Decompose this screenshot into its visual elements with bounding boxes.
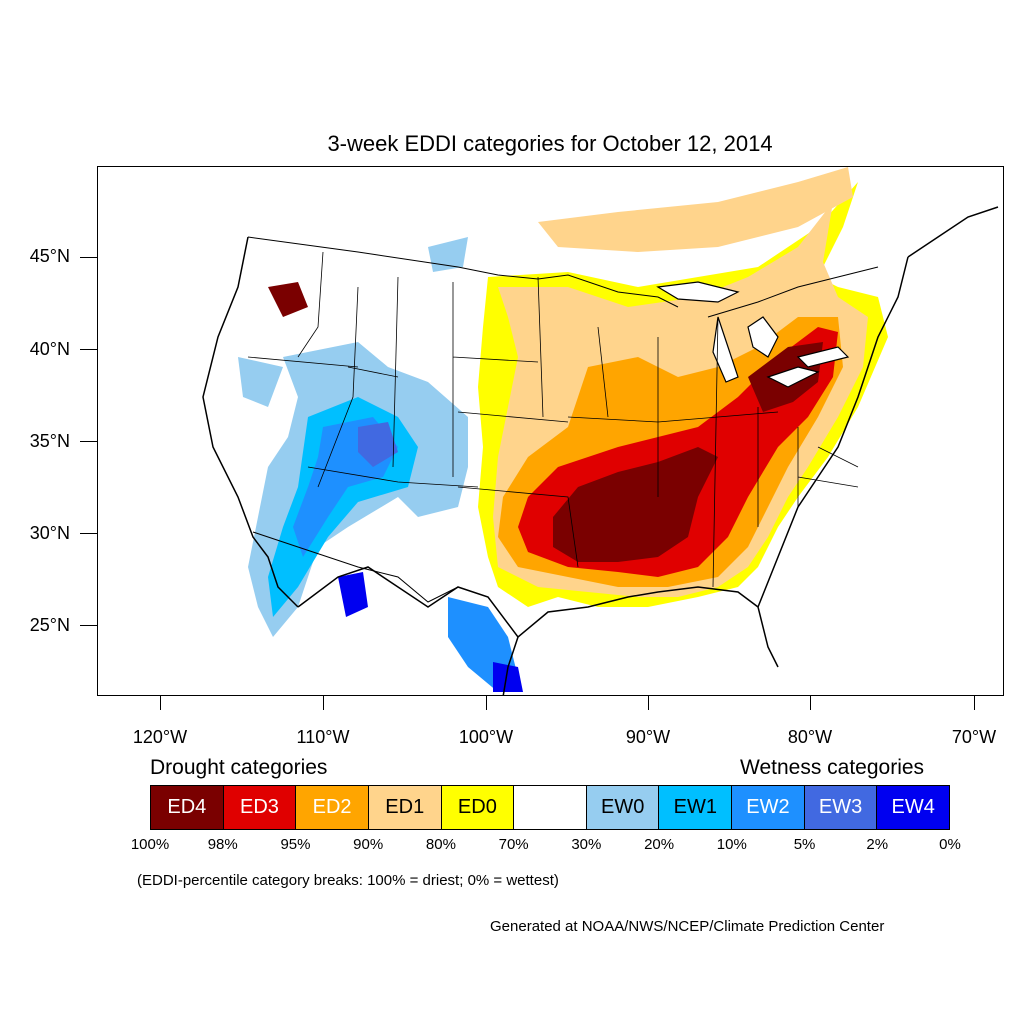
lat-tick xyxy=(80,533,97,534)
legend-break-label: 10% xyxy=(716,836,747,853)
lat-tick xyxy=(80,625,97,626)
legend-break-label: 90% xyxy=(353,836,384,853)
legend-break-label: 20% xyxy=(644,836,675,853)
legend-swatch-ed1: ED1 xyxy=(368,786,442,829)
lon-tick xyxy=(648,696,649,710)
lon-label-100: 100°W xyxy=(458,727,514,747)
lon-label-80: 80°W xyxy=(787,727,833,747)
eddi-map xyxy=(202,167,999,695)
legend-swatch-ed2: ED2 xyxy=(296,786,369,829)
legend-swatch-neutral xyxy=(514,786,587,829)
legend-break-label: 100% xyxy=(130,836,170,853)
wet-region-ew3 xyxy=(358,422,398,467)
legend-swatch-ew4: EW4 xyxy=(877,786,950,829)
lat-label-45: 45°N xyxy=(29,246,70,266)
lat-tick xyxy=(80,441,97,442)
lon-tick xyxy=(810,696,811,710)
legend-break-label: 0% xyxy=(939,836,961,853)
drought-heading: Drought categories xyxy=(150,756,328,779)
legend-swatch-ew0: EW0 xyxy=(586,786,660,829)
coastline xyxy=(202,206,999,695)
legend-swatch-ew3: EW3 xyxy=(804,786,878,829)
lon-label-90: 90°W xyxy=(625,727,671,747)
dry-region-ed4 xyxy=(268,282,823,562)
credit-text: Generated at NOAA/NWS/NCEP/Climate Predi… xyxy=(490,918,885,935)
lon-tick xyxy=(323,696,324,710)
lon-label-120: 120°W xyxy=(132,727,188,747)
map-title: 3-week EDDI categories for October 12, 2… xyxy=(327,131,773,156)
legend-break-label: 98% xyxy=(207,836,238,853)
legend-swatch-ew1: EW1 xyxy=(659,786,733,829)
great-lakes xyxy=(656,281,850,388)
legend-break-label: 70% xyxy=(498,836,529,853)
legend-break-label: 2% xyxy=(866,836,889,853)
legend-break-label: 30% xyxy=(571,836,602,853)
legend-note: (EDDI-percentile category breaks: 100% =… xyxy=(137,872,559,889)
legend-swatch-ed0: ED0 xyxy=(441,786,515,829)
legend-break-label: 5% xyxy=(793,836,816,853)
lon-tick xyxy=(160,696,161,710)
lat-tick xyxy=(80,349,97,350)
wet-region-ew4 xyxy=(338,572,523,692)
map-panel xyxy=(97,166,1004,696)
legend-color-bar: ED4 ED3 ED2 ED1 ED0 EW0 EW1 EW2 EW3 EW4 xyxy=(150,785,950,830)
lon-tick xyxy=(974,696,975,710)
legend-swatch-ed4: ED4 xyxy=(151,786,224,829)
lat-label-30: 30°N xyxy=(29,523,70,543)
lon-label-110: 110°W xyxy=(296,727,350,747)
lat-label-35: 35°N xyxy=(29,431,70,451)
lat-label-40: 40°N xyxy=(29,339,70,359)
legend-break-label: 95% xyxy=(280,836,311,853)
wetness-heading: Wetness categories xyxy=(740,756,925,779)
dry-region-northern-band xyxy=(538,167,853,252)
wet-region-northwest xyxy=(238,237,468,407)
lat-tick xyxy=(80,257,97,258)
state-lines xyxy=(247,251,859,588)
legend-break-label: 80% xyxy=(425,836,456,853)
legend-swatch-ew2: EW2 xyxy=(732,786,805,829)
mexico-border xyxy=(252,531,459,603)
lat-label-25: 25°N xyxy=(29,615,70,635)
lon-label-70: 70°W xyxy=(951,727,997,747)
lon-tick xyxy=(486,696,487,710)
legend-swatch-ed3: ED3 xyxy=(223,786,297,829)
